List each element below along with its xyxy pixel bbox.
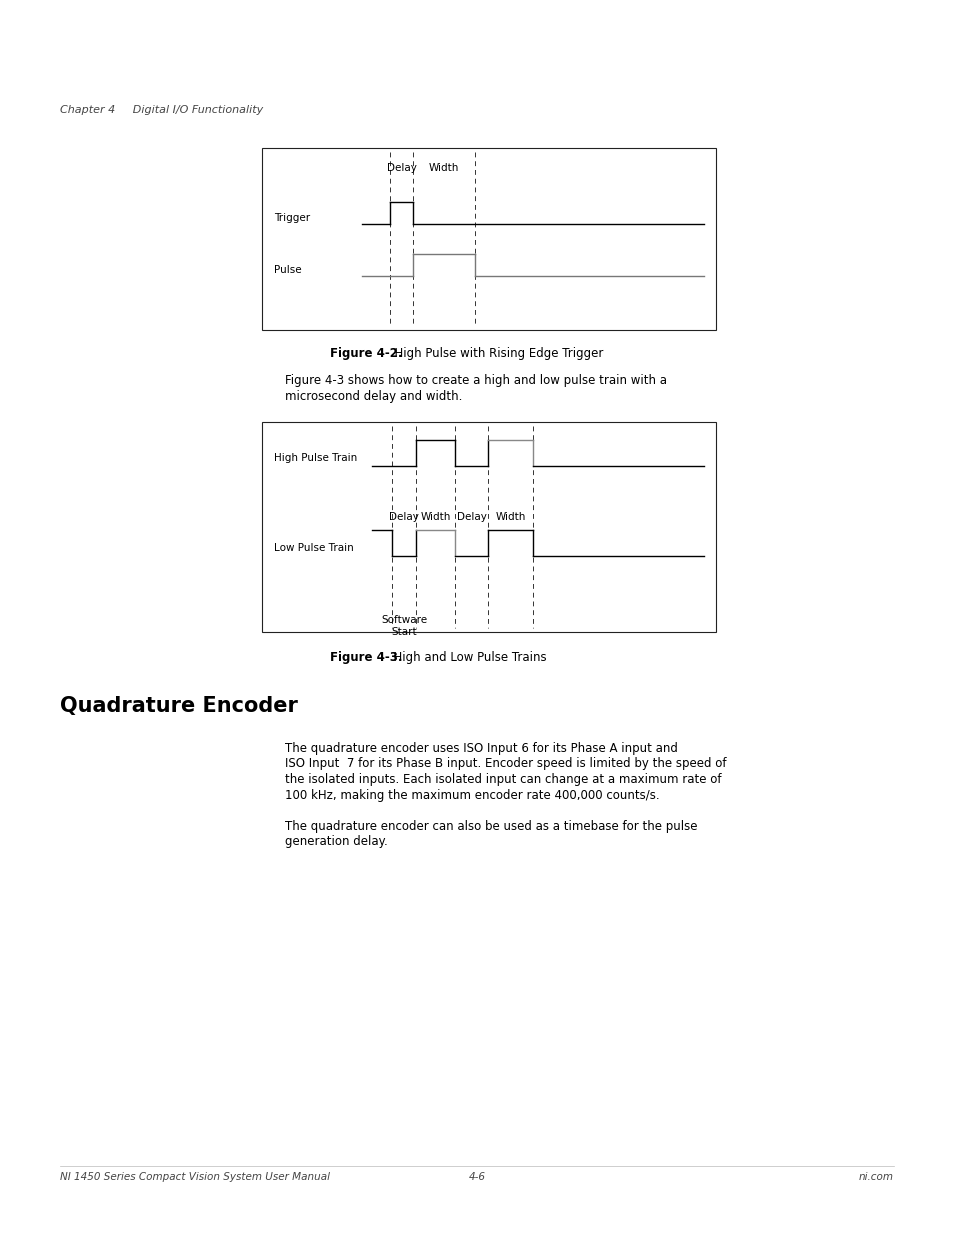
Text: High Pulse Train: High Pulse Train — [274, 453, 356, 463]
Text: Chapter 4     Digital I/O Functionality: Chapter 4 Digital I/O Functionality — [60, 105, 263, 115]
Text: Low Pulse Train: Low Pulse Train — [274, 543, 354, 553]
Text: High and Low Pulse Trains: High and Low Pulse Trains — [386, 651, 546, 664]
Text: The quadrature encoder can also be used as a timebase for the pulse: The quadrature encoder can also be used … — [285, 820, 697, 832]
Text: High Pulse with Rising Edge Trigger: High Pulse with Rising Edge Trigger — [387, 347, 602, 359]
Bar — [262, 422, 716, 632]
Text: Figure 4-3.: Figure 4-3. — [330, 651, 402, 664]
Text: 4-6: 4-6 — [468, 1172, 485, 1182]
Text: Width: Width — [428, 163, 458, 173]
Bar — [262, 148, 716, 330]
Text: the isolated inputs. Each isolated input can change at a maximum rate of: the isolated inputs. Each isolated input… — [285, 773, 720, 785]
Text: Delay: Delay — [389, 513, 418, 522]
Text: Software
Start: Software Start — [380, 615, 427, 636]
Text: ni.com: ni.com — [858, 1172, 893, 1182]
Text: Pulse: Pulse — [274, 266, 301, 275]
Text: 100 kHz, making the maximum encoder rate 400,000 counts/s.: 100 kHz, making the maximum encoder rate… — [285, 788, 659, 802]
Text: microsecond delay and width.: microsecond delay and width. — [285, 390, 462, 403]
Text: Width: Width — [420, 513, 450, 522]
Text: Width: Width — [495, 513, 525, 522]
Text: generation delay.: generation delay. — [285, 836, 387, 848]
Text: Figure 4-3 shows how to create a high and low pulse train with a: Figure 4-3 shows how to create a high an… — [285, 374, 666, 387]
Text: Delay: Delay — [456, 513, 486, 522]
Text: Delay: Delay — [386, 163, 416, 173]
Text: Trigger: Trigger — [274, 212, 310, 224]
Text: NI 1450 Series Compact Vision System User Manual: NI 1450 Series Compact Vision System Use… — [60, 1172, 330, 1182]
Text: Figure 4-2.: Figure 4-2. — [330, 347, 402, 359]
Text: Quadrature Encoder: Quadrature Encoder — [60, 697, 297, 716]
Text: ISO Input  7 for its Phase B input. Encoder speed is limited by the speed of: ISO Input 7 for its Phase B input. Encod… — [285, 757, 726, 771]
Text: The quadrature encoder uses ISO Input 6 for its Phase A input and: The quadrature encoder uses ISO Input 6 … — [285, 742, 678, 755]
